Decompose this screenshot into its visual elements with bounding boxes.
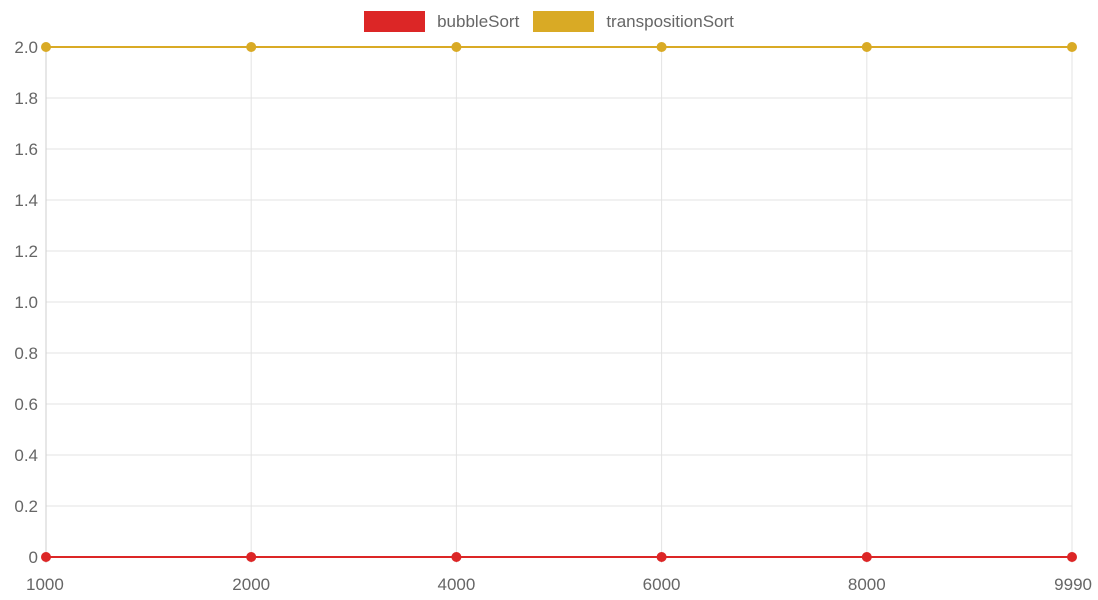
data-point-transpositionSort (246, 42, 257, 52)
legend-label-transpositionsort: transpositionSort (606, 11, 734, 31)
data-point-bubbleSort (246, 552, 257, 562)
legend-swatch-bubblesort (364, 11, 426, 32)
x-tick-label: 4000 (437, 575, 475, 594)
legend-item-transpositionsort[interactable]: transpositionSort (533, 11, 734, 32)
data-point-bubbleSort (656, 552, 667, 562)
legend-swatch-transpositionsort (533, 11, 595, 32)
y-tick-label: 0.2 (14, 497, 38, 516)
data-point-bubbleSort (451, 552, 462, 562)
x-tick-label: 2000 (232, 575, 270, 594)
y-tick-label: 1.4 (14, 191, 38, 210)
legend-label-bubblesort: bubbleSort (437, 11, 520, 31)
data-point-bubbleSort (41, 552, 51, 562)
data-point-transpositionSort (861, 42, 872, 52)
x-tick-label: 1000 (26, 575, 64, 594)
data-point-bubbleSort (861, 552, 872, 562)
y-tick-label: 0.6 (14, 395, 38, 414)
x-tick-label: 6000 (643, 575, 681, 594)
data-point-transpositionSort (1067, 42, 1077, 52)
y-tick-label: 1.2 (14, 242, 38, 261)
y-tick-label: 1.8 (14, 89, 38, 108)
y-tick-label: 0.8 (14, 344, 38, 363)
data-point-transpositionSort (451, 42, 462, 52)
data-point-transpositionSort (656, 42, 667, 52)
y-tick-label: 1.0 (14, 293, 38, 312)
legend: bubbleSort transpositionSort (0, 11, 1098, 32)
y-tick-label: 0.4 (14, 446, 38, 465)
y-tick-label: 0 (29, 548, 38, 567)
data-point-bubbleSort (1067, 552, 1077, 562)
y-tick-label: 2.0 (14, 38, 38, 57)
legend-item-bubblesort[interactable]: bubbleSort (364, 11, 519, 32)
x-tick-label: 8000 (848, 575, 886, 594)
x-tick-label: 9990 (1054, 575, 1092, 594)
y-tick-label: 1.6 (14, 140, 38, 159)
data-point-transpositionSort (41, 42, 51, 52)
